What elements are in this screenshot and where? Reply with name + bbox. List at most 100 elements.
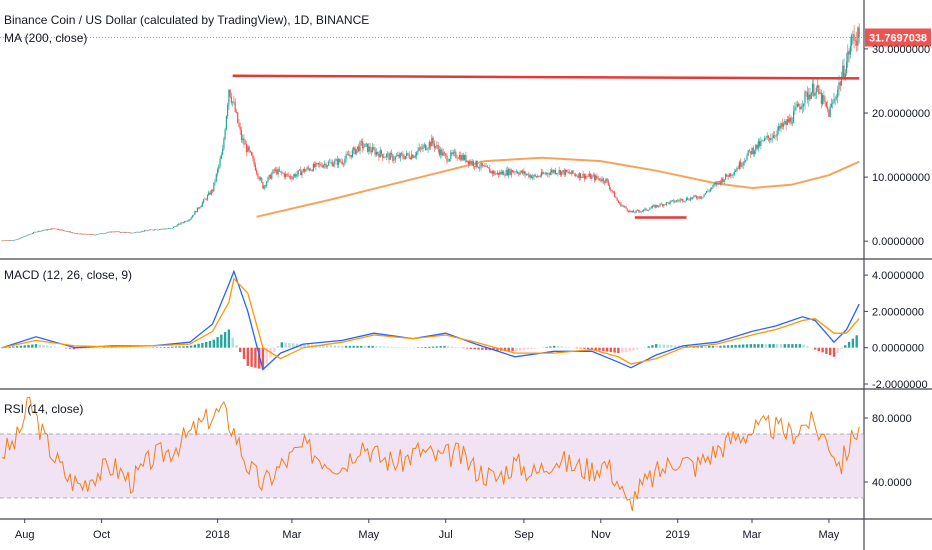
macd-histogram-bar <box>273 347 276 352</box>
price-candle <box>789 117 791 123</box>
price-candle <box>133 232 135 234</box>
price-candle <box>748 150 751 152</box>
price-candle <box>9 240 11 241</box>
price-candle <box>164 228 166 230</box>
macd-histogram-bar <box>250 347 253 367</box>
price-candle <box>2 240 4 242</box>
resistance-trendline[interactable] <box>232 74 860 80</box>
price-candle <box>842 65 844 77</box>
price-candle <box>517 171 519 174</box>
macd-histogram-bar <box>794 344 798 348</box>
macd-histogram-bar <box>670 345 673 348</box>
price-candle <box>501 171 503 174</box>
price-candle <box>116 231 118 233</box>
price-candle <box>562 170 564 172</box>
price-candle <box>505 169 507 176</box>
price-candle <box>435 146 437 148</box>
macd-histogram-bar <box>587 347 590 350</box>
price-candle <box>22 236 24 238</box>
price-candle <box>772 135 775 139</box>
price-candle <box>385 154 388 157</box>
macd-histogram-bar <box>12 346 15 348</box>
rsi-line <box>1 396 860 512</box>
macd-histogram-bar <box>439 346 442 348</box>
price-candle <box>126 232 128 233</box>
price-candle <box>31 233 33 234</box>
price-candle <box>242 138 244 140</box>
price-candle <box>822 95 824 104</box>
macd-histogram-bar <box>704 345 707 348</box>
price-candle <box>806 92 809 100</box>
macd-histogram-bar <box>658 344 662 348</box>
price-candle <box>59 229 61 231</box>
macd-histogram-bar <box>106 347 110 348</box>
price-candle <box>442 152 444 156</box>
price-candle <box>259 177 261 180</box>
price-candle <box>194 211 196 215</box>
price-candle <box>679 199 681 201</box>
price-candle <box>324 163 326 166</box>
price-candle <box>315 162 317 167</box>
price-candle <box>661 204 664 207</box>
price-candle <box>612 191 614 193</box>
macd-histogram-bar <box>152 347 155 349</box>
price-candle <box>377 151 379 154</box>
price-candle <box>122 232 124 233</box>
price-candle <box>767 135 769 138</box>
price-candle <box>669 201 671 204</box>
price-candle <box>412 154 414 158</box>
price-candle <box>588 174 590 177</box>
price-candle <box>220 154 222 160</box>
price-candle <box>138 232 140 233</box>
price-candle <box>353 147 355 151</box>
price-candle <box>75 233 77 234</box>
price-candle <box>198 207 200 209</box>
price-candle <box>51 228 53 230</box>
macd-histogram-bar <box>817 347 820 351</box>
price-candle <box>721 178 723 184</box>
macd-histogram-bar <box>787 344 790 348</box>
price-candle <box>788 119 790 123</box>
price-candle <box>136 231 138 233</box>
price-candle <box>457 157 459 159</box>
price-candle <box>858 27 860 38</box>
price-candle <box>593 175 596 180</box>
price-candle <box>533 174 535 177</box>
macd-histogram-bar <box>144 347 147 348</box>
price-candle <box>814 93 816 96</box>
price-candle <box>223 138 225 149</box>
macd-histogram-bar <box>261 347 265 370</box>
macd-histogram-bar <box>639 347 643 349</box>
price-candle <box>181 222 183 224</box>
price-candle <box>29 234 31 235</box>
price-candle <box>65 231 67 232</box>
macd-histogram-bar <box>458 347 461 348</box>
price-candle <box>441 149 443 156</box>
price-candle <box>271 173 273 179</box>
macd-histogram-bar <box>295 343 299 348</box>
price-candle <box>602 178 604 182</box>
price-candle <box>711 187 713 189</box>
time-axis-label: Nov <box>591 529 611 541</box>
price-candle <box>430 142 432 147</box>
macd-histogram-bar <box>813 347 817 350</box>
price-candle <box>527 173 529 175</box>
price-candle <box>675 200 677 202</box>
price-candle <box>30 233 32 235</box>
price-candle <box>92 234 94 235</box>
price-candle <box>431 137 433 147</box>
price-candle <box>837 89 839 98</box>
price-candle <box>350 155 352 158</box>
price-candle <box>424 144 427 150</box>
price-candle <box>227 104 229 117</box>
price-candle <box>166 228 168 230</box>
price-candle <box>34 231 36 233</box>
price-candle <box>670 200 672 202</box>
macd-histogram-bar <box>276 346 280 348</box>
price-candle <box>460 155 462 161</box>
price-candle <box>74 233 76 234</box>
price-candle <box>712 185 714 188</box>
price-candle <box>824 100 826 103</box>
price-candle <box>174 226 176 227</box>
